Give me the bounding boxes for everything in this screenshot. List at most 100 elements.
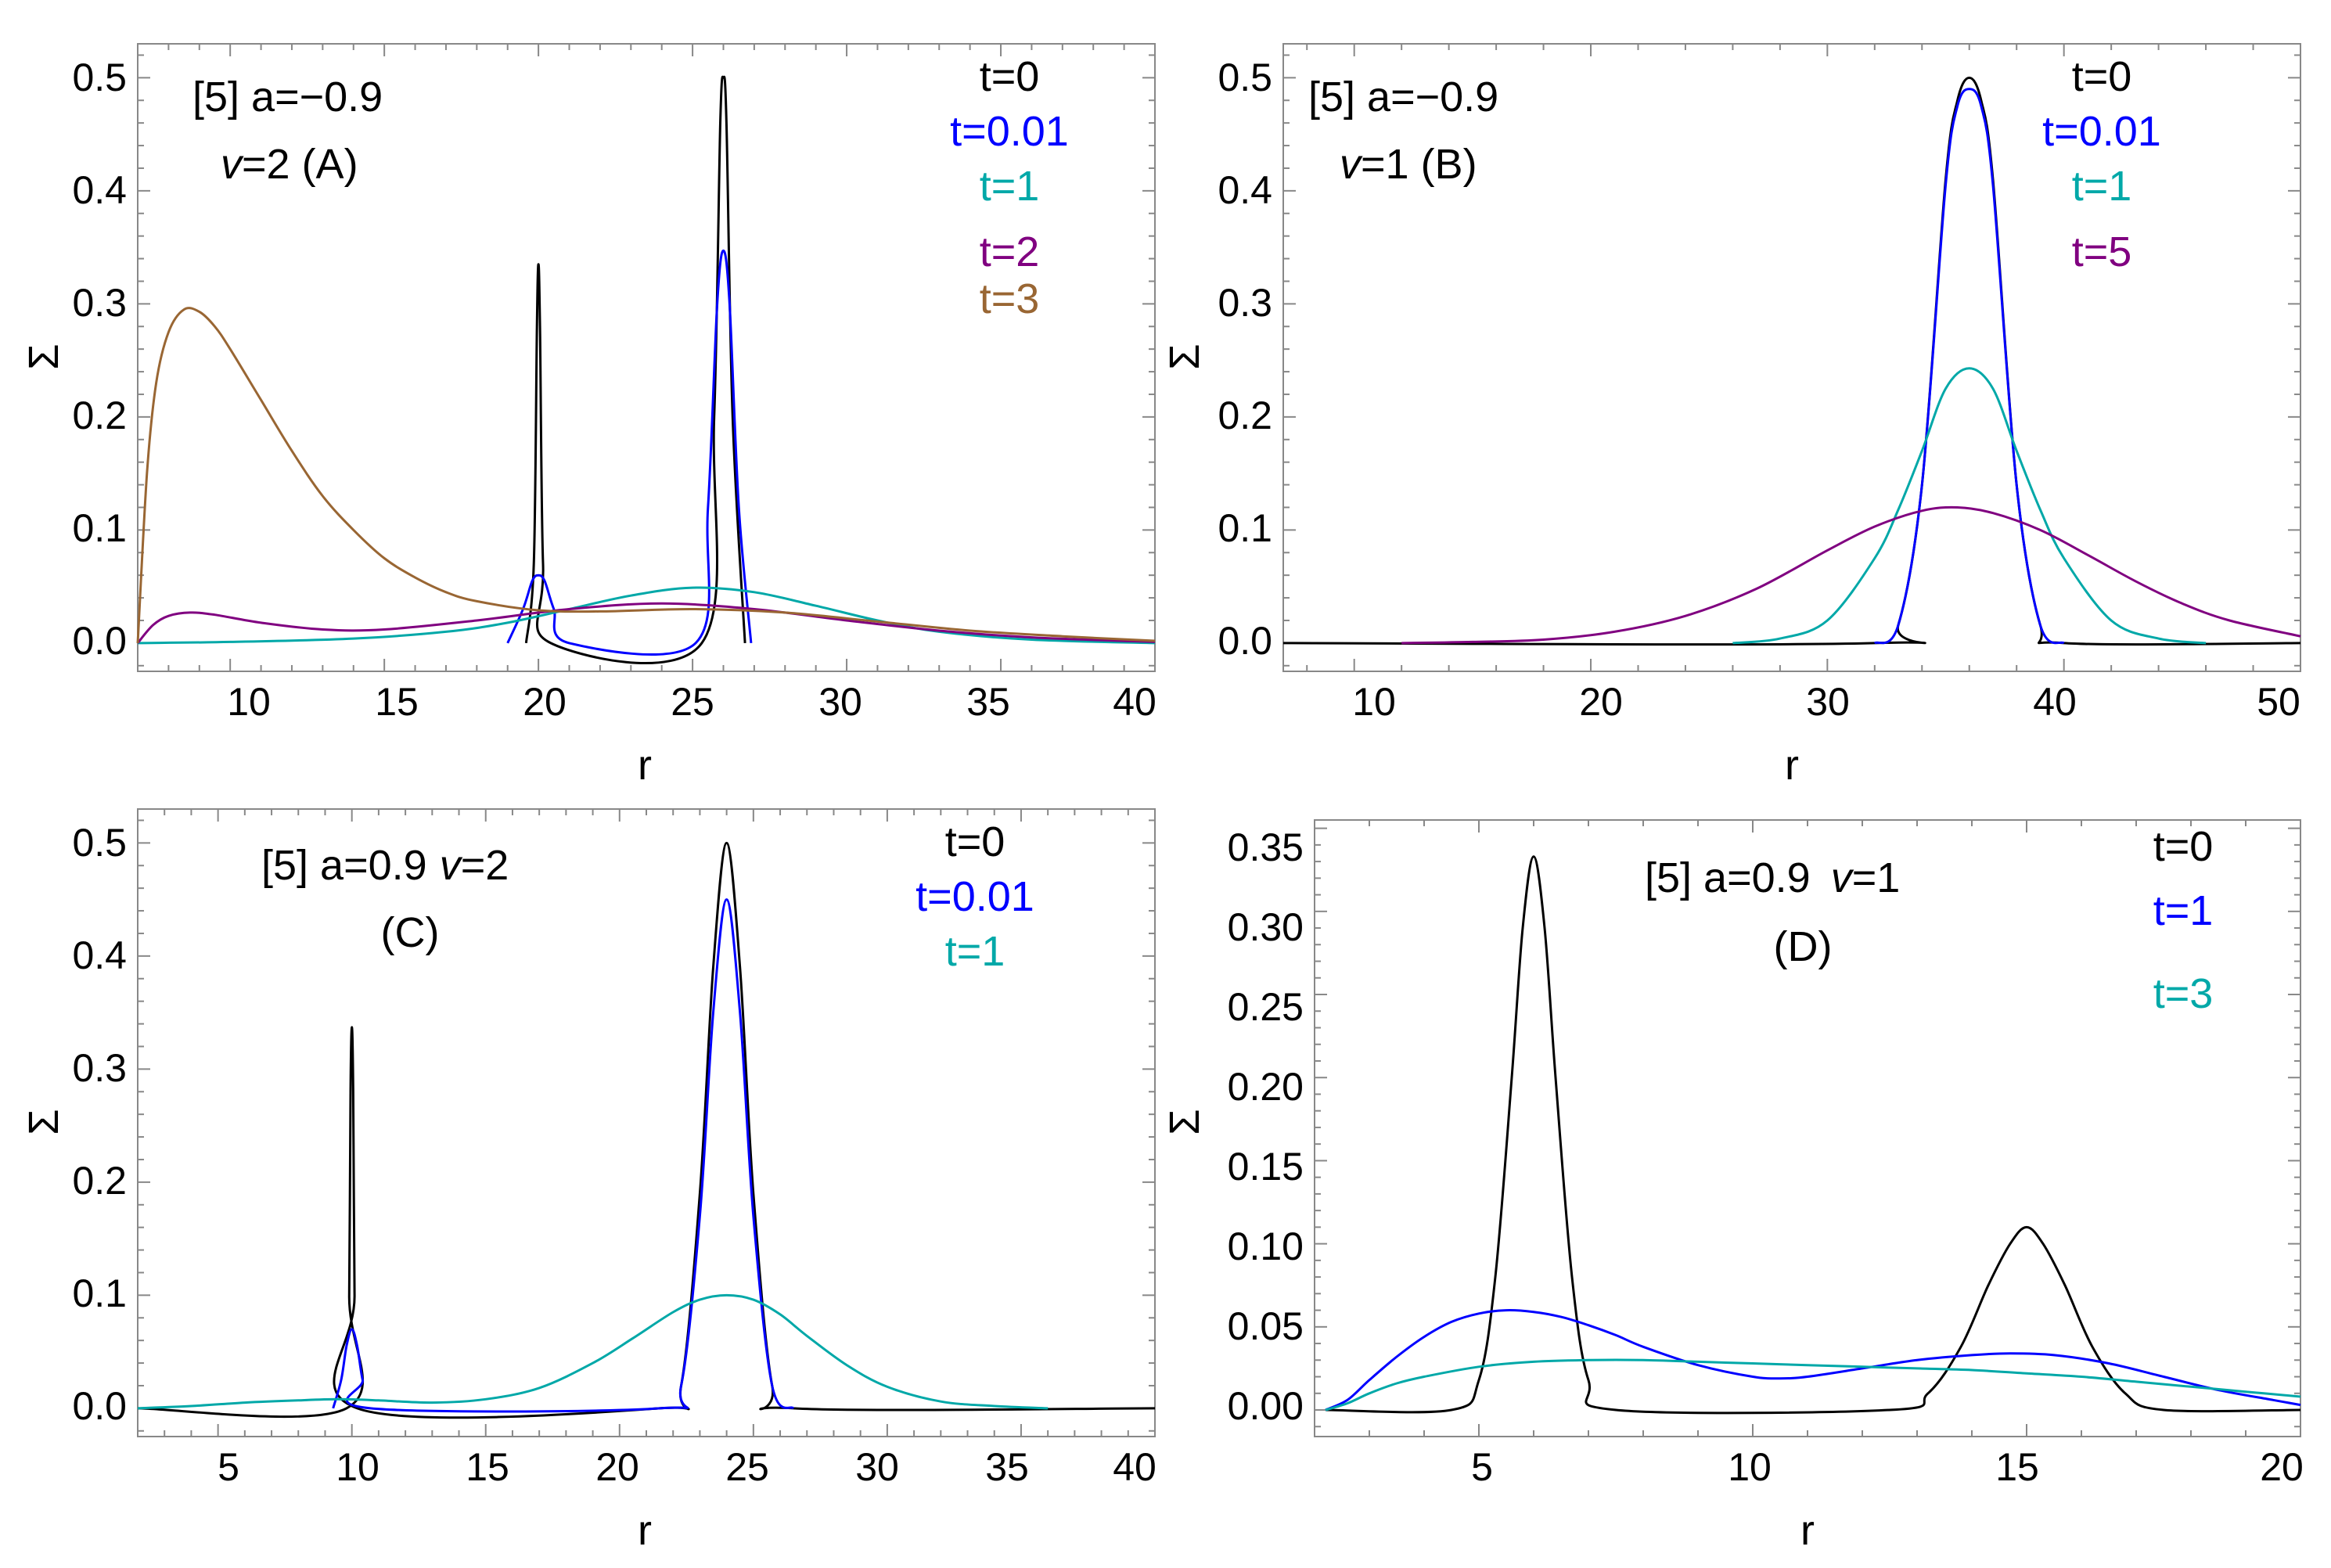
panel-c-annotation-line2: (C): [381, 909, 440, 956]
panel-d-x-axis-label: r: [1800, 1507, 1815, 1554]
panel-a-x-axis-label: r: [638, 742, 652, 789]
panel-b-ytick-label: 0.2: [1218, 394, 1272, 437]
panel-a-curve-t-0-01: [506, 249, 753, 656]
panel-d-curve-t-1: [1325, 1309, 2301, 1412]
panel-c-annotation-line1: [5] a=0.9 v=2: [261, 842, 509, 889]
panel-d-legend-t1: t=1: [2153, 887, 2214, 934]
panel-a-annotation-line1: [5] a=−0.9: [192, 74, 383, 120]
panel-a-legend-t2: t=2: [980, 228, 1040, 275]
panel-c-ytick-label: 0.0: [72, 1384, 127, 1428]
panel-a-ytick-label: 0.4: [72, 168, 127, 212]
panel-b: 10 20 30 40 50 0.0 0.1 0.2 0.3 0.4 0.5 r…: [1161, 43, 2301, 789]
panel-d-ytick-label: 0.15: [1228, 1145, 1304, 1189]
panel-d-annotation-a: [5] a=0.9: [1645, 854, 1811, 901]
panel-a-xtick-label: 25: [671, 680, 714, 724]
panel-c-xtick-label: 40: [1113, 1445, 1157, 1489]
panel-b-xtick-label: 30: [1806, 680, 1850, 724]
panel-a-y-axis-label: Σ: [20, 343, 67, 369]
panel-a-xtick-label: 30: [818, 680, 862, 724]
panel-a-xtick-label: 10: [227, 680, 271, 724]
panel-d-annotation-v: v: [1831, 854, 1854, 901]
panel-a-legend-t0: t=0: [980, 53, 1040, 100]
panel-d-ytick-label: 0.00: [1228, 1384, 1304, 1428]
panel-c-ytick-label: 0.4: [72, 933, 127, 977]
panel-b-annotation-v: v: [1340, 141, 1363, 188]
panel-c-xtick-label: 35: [985, 1445, 1029, 1489]
panel-c-series: [137, 841, 1156, 1419]
panel-c-xtick-label: 20: [595, 1445, 639, 1489]
panel-d-curve-t-0: [1325, 855, 2301, 1415]
panel-c-ytick-label: 0.1: [72, 1271, 127, 1315]
panel-c-curve-t-0-01: [332, 898, 795, 1413]
panel-d-xtick-label: 20: [2260, 1445, 2304, 1489]
panel-b-xtick-label: 10: [1352, 680, 1396, 724]
panel-c-ytick-label: 0.3: [72, 1046, 127, 1090]
panel-c-xtick-label: 25: [725, 1445, 769, 1489]
panel-a-xtick-label: 35: [966, 680, 1010, 724]
panel-c-xtick-label: 10: [336, 1445, 380, 1489]
panel-a-y-ticks: [138, 54, 1155, 667]
panel-a-ytick-label: 0.1: [72, 506, 127, 550]
panel-b-annotation-line2: v=1 (B): [1340, 141, 1477, 188]
panel-a-ytick-label: 0.2: [72, 394, 127, 437]
panel-a-xtick-label: 20: [523, 680, 567, 724]
panel-c-xtick-label: 15: [466, 1445, 509, 1489]
panel-a-legend-t001: t=0.01: [950, 108, 1069, 155]
panel-b-ytick-label: 0.0: [1218, 619, 1272, 663]
panel-b-x-axis-label: r: [1785, 742, 1799, 789]
panel-b-ytick-label: 0.3: [1218, 281, 1272, 325]
panel-c-legend-t001: t=0.01: [915, 873, 1034, 920]
panel-a-xtick-label: 40: [1113, 680, 1157, 724]
panel-d-ytick-label: 0.05: [1228, 1304, 1304, 1348]
panel-c-xtick-label: 5: [218, 1445, 239, 1489]
panel-a-curve-t-1: [137, 586, 1156, 645]
panel-c-ytick-label: 0.5: [72, 821, 127, 865]
panel-a-frame: [137, 43, 1156, 672]
panel-a-x-ticks: [137, 44, 1156, 671]
panel-b-legend-t0: t=0: [2072, 53, 2132, 100]
panel-b-xtick-label: 40: [2033, 680, 2077, 724]
panel-b-xtick-label: 20: [1579, 680, 1623, 724]
panel-d-ytick-label: 0.20: [1228, 1065, 1304, 1109]
panel-b-y-axis-label: Σ: [1161, 343, 1208, 369]
panel-b-legend-t001: t=0.01: [2042, 108, 2161, 155]
panel-d-series: [1325, 855, 2301, 1415]
panel-d-ytick-label: 0.10: [1228, 1225, 1304, 1268]
panel-d-y-axis-label: Σ: [1161, 1109, 1208, 1135]
panel-b-curve-t-5: [1401, 505, 2301, 645]
panel-c-x-ticks: [137, 809, 1156, 1437]
panel-a-annotation-v-value: =2 (A): [242, 141, 358, 188]
panel-d-curve-t-3: [1325, 1358, 2301, 1412]
panel-d-ytick-label: 0.30: [1228, 905, 1304, 949]
panel-c-curve-t-1: [137, 1293, 1049, 1410]
panel-a-curve-t-2: [136, 602, 1156, 644]
panel-a-curve-t-3: [136, 307, 1156, 643]
panel-c-legend-t0: t=0: [945, 818, 1005, 865]
panel-b-series: [1282, 76, 2301, 646]
panel-b-ytick-label: 0.1: [1218, 506, 1272, 550]
panel-d-x-ticks: [1314, 820, 2301, 1437]
panel-d-xtick-label: 15: [1995, 1445, 2039, 1489]
panel-a-legend-t3: t=3: [980, 275, 1040, 322]
panel-d-xtick-label: 10: [1728, 1445, 1772, 1489]
panel-b-annotation-v-value: =1 (B): [1361, 141, 1477, 188]
panel-a-ytick-label: 0.0: [72, 619, 127, 663]
panel-b-annotation-line1: [5] a=−0.9: [1308, 74, 1498, 120]
panel-b-ytick-label: 0.5: [1218, 56, 1272, 99]
panel-b-frame: [1282, 43, 2301, 672]
panel-c-annotation-v: v: [440, 842, 463, 889]
panel-a-ytick-label: 0.3: [72, 281, 127, 325]
panel-a-annotation-v: v: [221, 141, 244, 188]
panel-c-annotation-v-value: =2: [461, 842, 509, 889]
panel-a-annotation-line2: v=2 (A): [221, 141, 358, 188]
panel-a-legend-t1: t=1: [980, 163, 1040, 210]
panel-d-legend-t3: t=3: [2153, 970, 2214, 1017]
panel-b-curve-t-0-01: [1873, 88, 2065, 645]
panel-d-annotation-line2: (D): [1774, 923, 1833, 970]
panel-b-legend-t1: t=1: [2072, 163, 2132, 210]
panel-a-xtick-label: 15: [375, 680, 419, 724]
panel-b-x-ticks: [1306, 44, 2301, 671]
panel-b-legend-t5: t=5: [2072, 228, 2132, 275]
panel-b-xtick-label: 50: [2257, 680, 2300, 724]
